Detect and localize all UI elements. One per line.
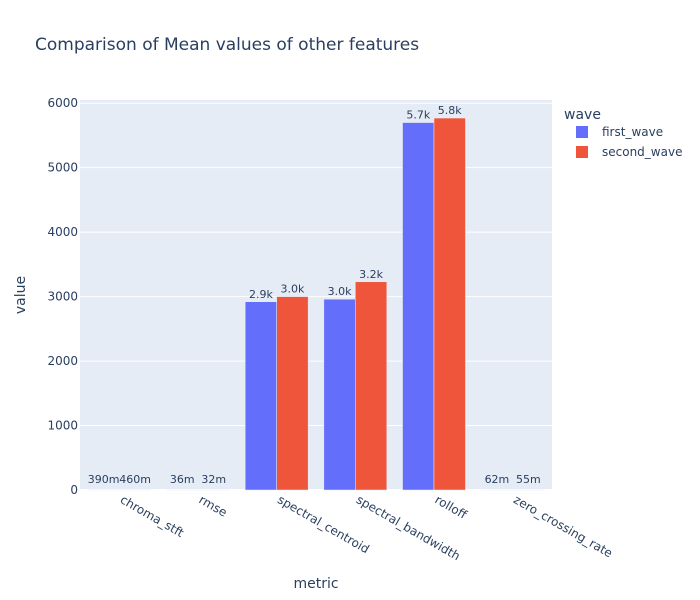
y-axis-ticks: 0 1000 2000 3000 4000 5000 6000	[47, 96, 78, 497]
data-label: 390m	[88, 473, 120, 486]
y-tick-label: 4000	[47, 225, 78, 239]
bar-first_wave-spectral_centroid[interactable]	[244, 301, 277, 491]
legend[interactable]: wave first_wave second_wave	[564, 107, 682, 159]
y-tick-label: 0	[70, 483, 78, 497]
bars	[87, 117, 545, 491]
y-tick-label: 3000	[47, 290, 78, 304]
x-tick-label: zero_crossing_rate	[511, 492, 615, 560]
bar-second_wave-spectral_centroid[interactable]	[276, 296, 309, 491]
data-label: 2.9k	[249, 288, 273, 301]
x-tick-label: rolloff	[433, 492, 470, 522]
plot-area	[80, 100, 552, 490]
y-tick-label: 2000	[47, 354, 78, 368]
x-axis-ticks: chroma_stft rmse spectral_centroidspectral…	[118, 492, 615, 563]
data-label: 460m	[119, 473, 151, 486]
bar-second_wave-rolloff[interactable]	[433, 117, 466, 491]
data-label: 32m	[201, 473, 226, 486]
y-tick-label: 1000	[47, 419, 78, 433]
bar-first_wave-rolloff[interactable]	[402, 122, 435, 491]
data-label: 36m	[170, 473, 195, 486]
x-axis-title: metric	[293, 576, 338, 592]
legend-label-second_wave[interactable]: second_wave	[602, 145, 682, 159]
bar-first_wave-spectral_bandwidth[interactable]	[323, 298, 356, 491]
x-tick-label: chroma_stft	[118, 492, 187, 540]
data-label: 3.0k	[280, 283, 304, 296]
bar-second_wave-spectral_bandwidth[interactable]	[355, 281, 388, 491]
y-tick-label: 5000	[47, 161, 78, 175]
legend-swatch-first_wave[interactable]	[576, 126, 588, 138]
y-tick-label: 6000	[47, 96, 78, 110]
data-label: 62m	[485, 473, 510, 486]
legend-label-first_wave[interactable]: first_wave	[602, 125, 663, 139]
x-tick-label: rmse	[197, 492, 230, 519]
data-label: 5.7k	[406, 109, 430, 122]
data-label: 5.8k	[438, 104, 462, 117]
data-label: 55m	[516, 473, 541, 486]
data-labels: 390m 460m 36m 32m 2.9k 3.0k 3.0k 3.2k 5.7k 5.8k 62…	[88, 104, 541, 486]
data-label: 3.0k	[328, 285, 352, 298]
legend-title: wave	[564, 107, 601, 123]
chart-title: Comparison of Mean values of other featu…	[35, 35, 419, 55]
data-label: 3.2k	[359, 268, 383, 281]
y-axis-title: value	[13, 276, 29, 314]
legend-swatch-second_wave[interactable]	[576, 146, 588, 158]
gridlines	[80, 102, 552, 491]
